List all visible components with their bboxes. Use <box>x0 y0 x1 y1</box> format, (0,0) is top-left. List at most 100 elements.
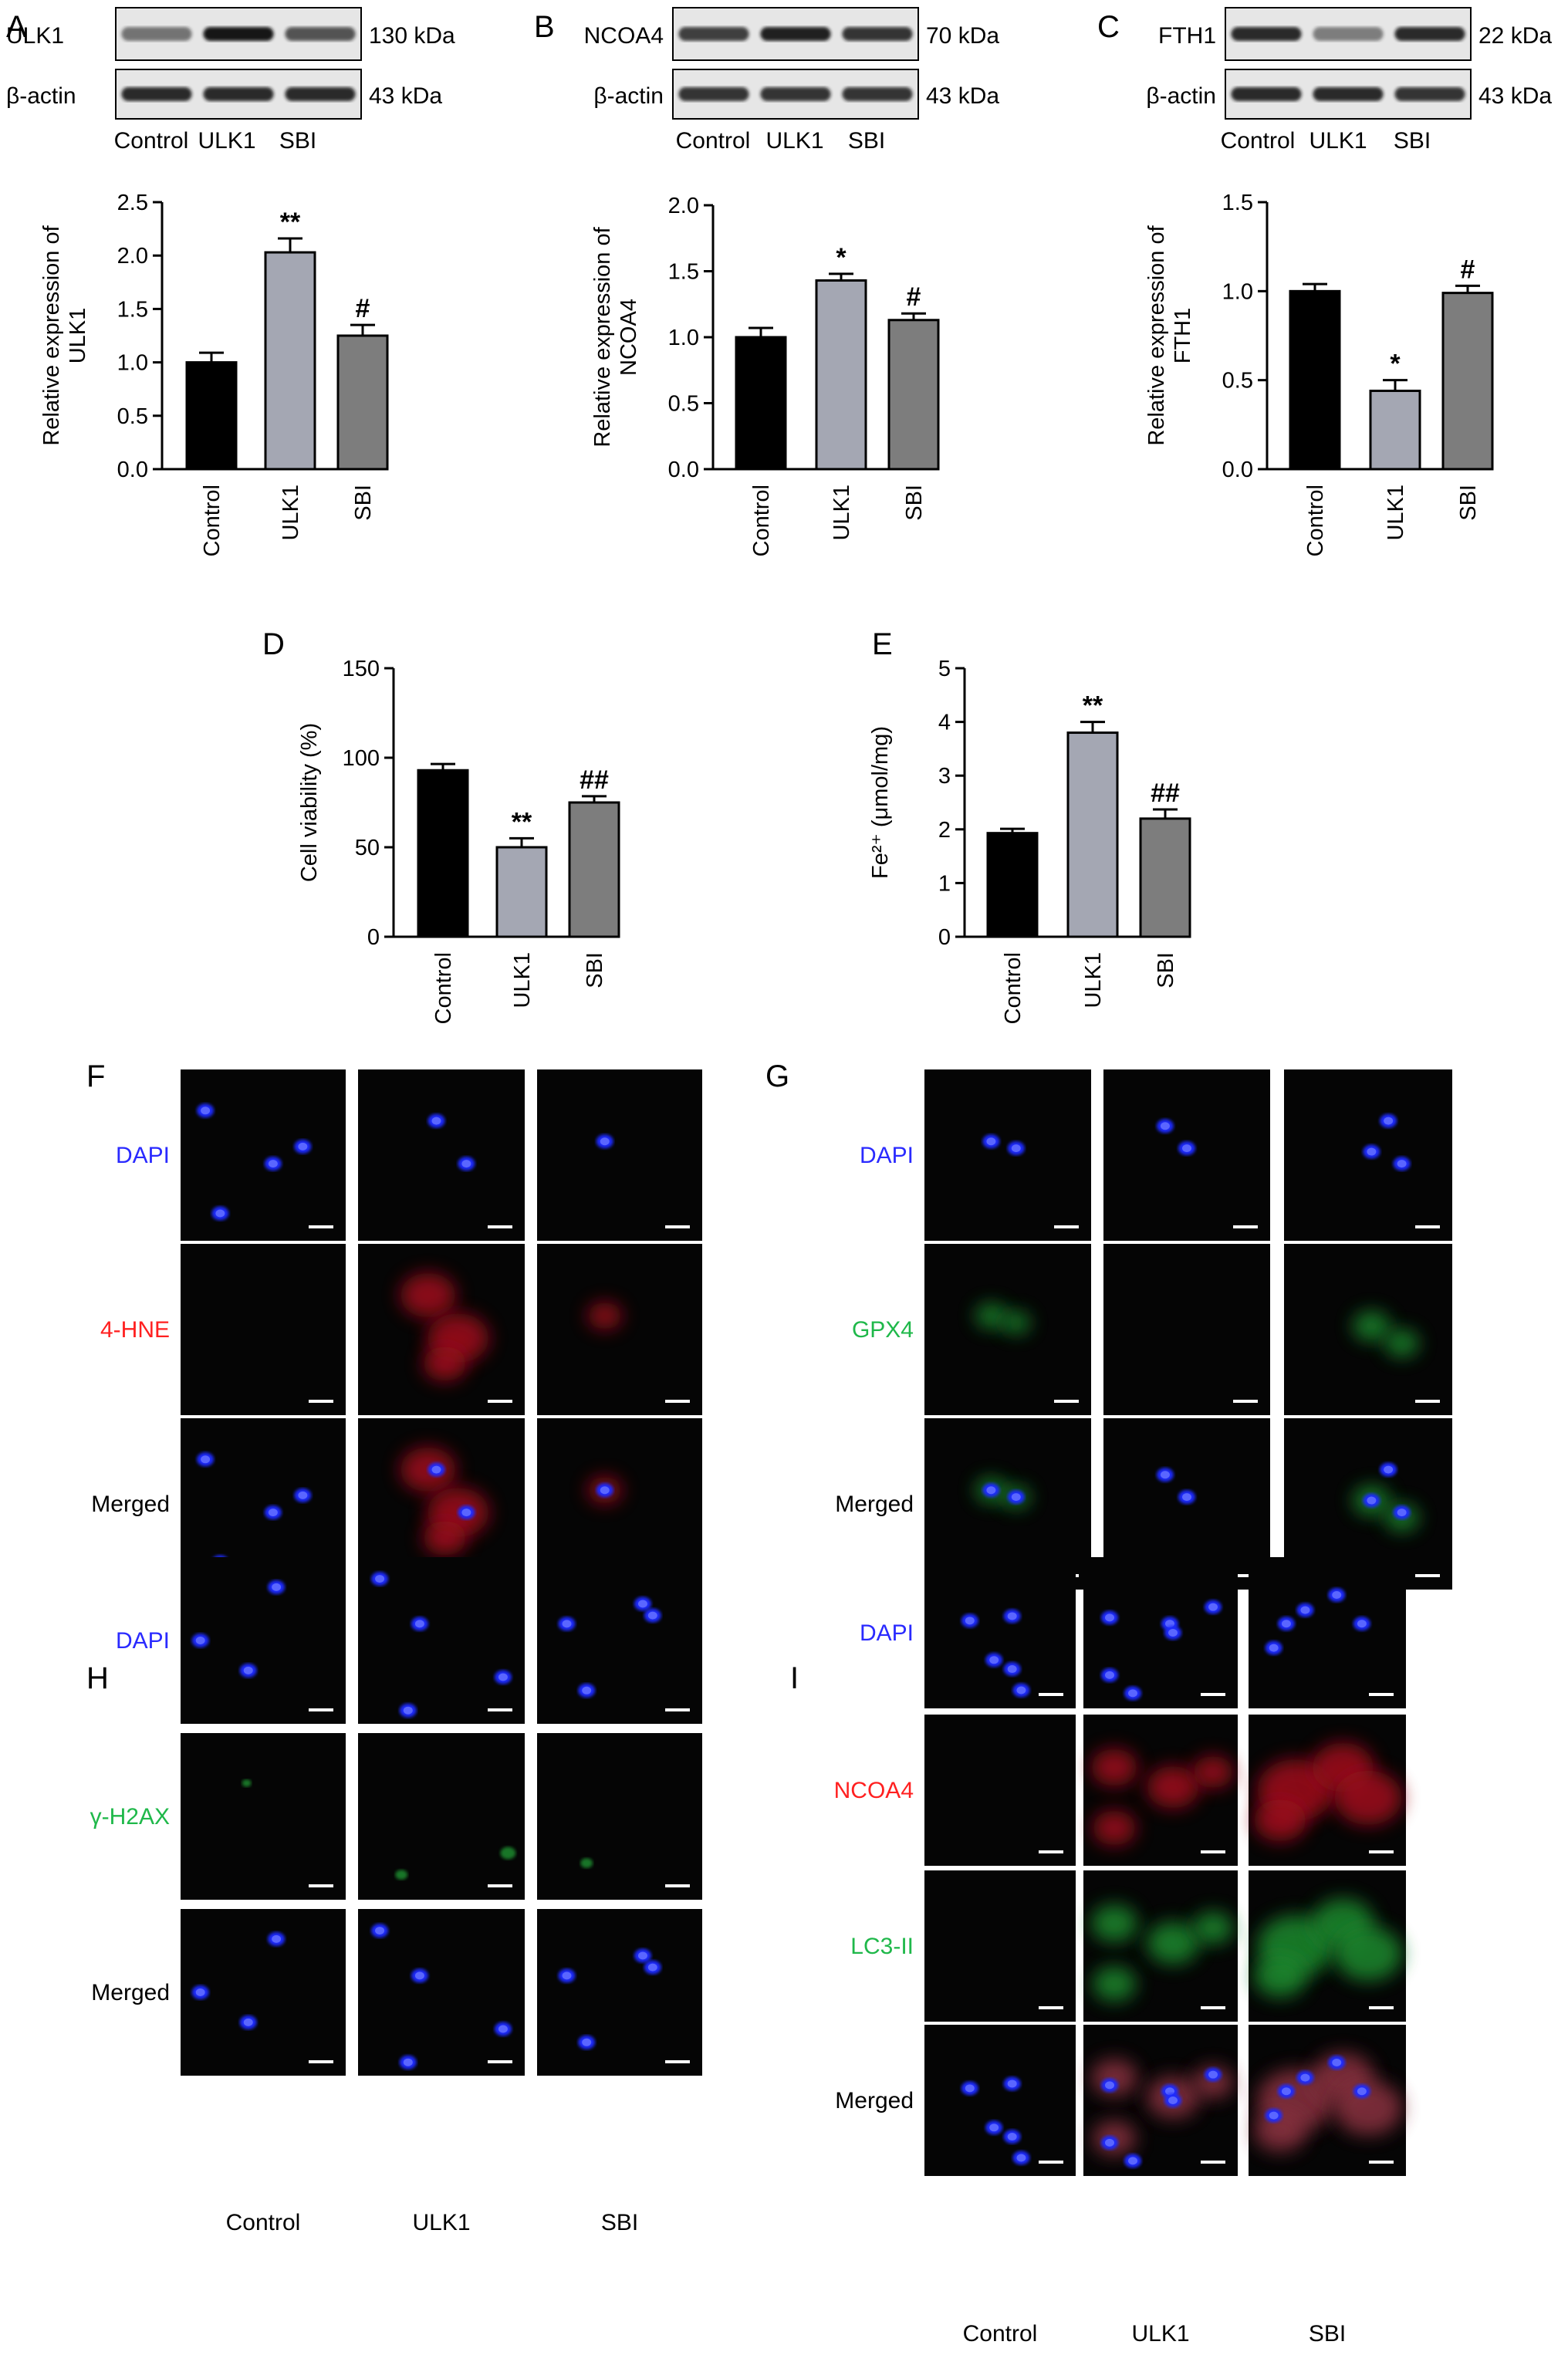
micrograph-tile <box>358 1557 525 1724</box>
stain-signal <box>1091 1749 1137 1786</box>
micrograph-background <box>358 1733 525 1900</box>
bar-ulk1 <box>1066 732 1119 938</box>
stain-signal <box>1353 1311 1391 1341</box>
bar-chart-a: 0.0 0.5 1.0 1.5 2.0 2.5 Relative expression of… <box>39 191 389 557</box>
nucleus-core <box>986 1137 996 1146</box>
nucleus-core <box>201 1107 211 1115</box>
micrograph-tile <box>1083 2025 1238 2176</box>
micrograph-tile <box>537 1733 702 1900</box>
blot-lane-label: SBI <box>1394 128 1431 154</box>
blot-band <box>842 87 913 101</box>
stain-signal <box>1093 1966 1136 2002</box>
nucleus-core <box>1269 2111 1279 2120</box>
micrograph-tile <box>181 1244 346 1415</box>
stain-signal <box>423 1346 467 1381</box>
micrograph-background <box>1083 1557 1238 1708</box>
nucleus-core <box>637 1600 647 1608</box>
y-tick-label: 4 <box>938 711 951 735</box>
nucleus-core <box>1300 1606 1310 1614</box>
micrograph-tile <box>181 1069 346 1241</box>
bar-sbi <box>887 319 940 471</box>
blot-band <box>1394 87 1465 101</box>
bar-sbi <box>1441 292 1494 471</box>
blot-row-label: ULK1 <box>6 23 64 49</box>
column-label-sbi: SBI <box>1309 2321 1346 2347</box>
blot-band <box>678 87 749 101</box>
significance-mark: ** <box>1083 691 1103 721</box>
blot-band <box>285 27 356 41</box>
row-label-dapi: DAPI <box>116 1143 170 1168</box>
blot-band <box>121 87 192 101</box>
micrograph-background <box>537 1557 702 1724</box>
nucleus-core <box>1397 1160 1407 1168</box>
nucleus-core <box>243 2018 253 2026</box>
micrograph-tile <box>1249 1870 1406 2022</box>
blot-band <box>760 27 831 41</box>
nucleus-core <box>1007 1612 1017 1620</box>
micrograph-tile <box>537 1909 702 2076</box>
micrograph-tile <box>537 1069 702 1241</box>
blot-band <box>1313 87 1384 101</box>
nucleus-core <box>1168 1629 1178 1637</box>
western-blot-c: FTH1 22 kDa β-actin 43 kDa Control ULK1 SBI <box>1146 7 1552 154</box>
nucleus-core <box>582 1686 592 1694</box>
x-tick-label: SBI <box>902 485 927 521</box>
blot-lane-label: ULK1 <box>765 128 823 154</box>
bar-control <box>417 769 469 938</box>
nucleus-core <box>272 1583 282 1591</box>
nucleus-core <box>414 1620 424 1628</box>
y-axis-label: Fe²⁺ (μmol/mg) <box>868 726 893 879</box>
micrograph-tile <box>1284 1069 1452 1241</box>
bar-control <box>1289 289 1341 471</box>
blot-row-label: β-actin <box>1146 83 1216 109</box>
micrograph-background <box>181 1733 346 1900</box>
stain-signal <box>1147 1765 1199 1809</box>
stain-signal <box>580 1858 593 1868</box>
blot-band <box>1313 27 1384 41</box>
nucleus-core <box>1332 2059 1342 2066</box>
nucleus-core <box>498 2025 508 2033</box>
micrograph-tile <box>358 1733 525 1900</box>
nucleus-core <box>1105 1671 1114 1679</box>
micrograph-tile <box>924 1870 1076 2022</box>
blot-band <box>1231 87 1302 101</box>
nucleus-core <box>1367 1496 1377 1505</box>
micrograph-tile <box>358 1069 525 1241</box>
nucleus-core <box>647 1963 657 1972</box>
nucleus-core <box>582 2038 592 2046</box>
x-tick-label: SBI <box>1154 952 1178 988</box>
row-label-dapi: DAPI <box>860 1620 914 1646</box>
nucleus-core <box>1357 1620 1367 1628</box>
nucleus-core <box>1105 2138 1114 2147</box>
micrograph-background <box>358 1069 525 1241</box>
y-tick-label: 0.5 <box>1222 369 1253 394</box>
micrograph-tile <box>1103 1069 1270 1241</box>
nucleus-core <box>298 1142 308 1150</box>
nucleus-core <box>215 1209 225 1218</box>
significance-mark: * <box>1390 350 1401 379</box>
nucleus-core <box>1016 2154 1026 2162</box>
y-tick-label: 0 <box>367 925 380 950</box>
micrograph-tile <box>924 1715 1076 1866</box>
blot-lane-label: ULK1 <box>198 128 255 154</box>
bar-chart-b: 0.0 0.5 1.0 1.5 2.0 Relative expression of NCO… <box>590 194 940 557</box>
micrograph-panel-g: DAPIGPX4MergedControlULK1SBI <box>835 1069 1452 1626</box>
nucleus-core <box>201 1455 211 1464</box>
nucleus-core <box>498 1673 508 1681</box>
micrograph-background <box>924 1870 1076 2022</box>
nucleus-core <box>375 1575 385 1583</box>
row-label-4-hne: 4-HNE <box>100 1317 170 1343</box>
nucleus-core <box>1182 1493 1191 1502</box>
stain-signal <box>1093 1810 1136 1846</box>
y-tick-label: 1.0 <box>668 326 699 350</box>
micrograph-tile <box>1083 1557 1238 1708</box>
bar-control <box>185 361 238 471</box>
stain-signal <box>400 1272 456 1318</box>
micrograph-tile <box>181 1909 346 2076</box>
row-label-lc3-ii: LC3-II <box>850 1934 914 1959</box>
panel-letter-c: C <box>1097 10 1120 44</box>
y-tick-label: 1 <box>938 871 951 896</box>
nucleus-core <box>431 1465 441 1474</box>
nucleus-core <box>431 1117 441 1125</box>
